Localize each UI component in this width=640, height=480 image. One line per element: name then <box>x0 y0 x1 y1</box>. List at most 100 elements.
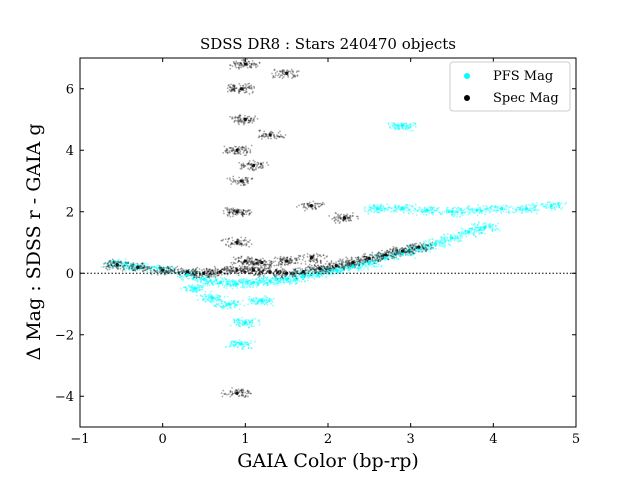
cloud-dot <box>205 280 208 283</box>
cloud-dot <box>255 66 257 69</box>
cloud-dot <box>240 322 243 325</box>
cloud-dot <box>248 321 251 323</box>
cloud-dot <box>395 127 398 130</box>
cloud-dot <box>232 343 234 346</box>
cloud-dot <box>241 324 244 326</box>
cloud-dot <box>246 267 249 270</box>
cloud-dot <box>331 270 334 273</box>
plot-area <box>80 58 576 427</box>
cloud-dot <box>220 392 223 395</box>
cloud-dot <box>278 73 280 75</box>
cloud-dot <box>247 347 250 349</box>
cloud-dot <box>331 218 334 220</box>
cloud-dot <box>240 244 243 247</box>
cloud-dot <box>340 268 343 271</box>
cloud-dot <box>245 90 248 92</box>
cloud-dot <box>393 122 396 125</box>
cloud-dot <box>219 276 222 279</box>
cloud-dot <box>225 244 228 246</box>
cloud-dot <box>198 268 201 271</box>
cloud-dot <box>353 266 356 269</box>
cloud-dot <box>254 273 257 276</box>
cloud-dot <box>111 261 114 264</box>
cloud-dot <box>105 267 107 270</box>
cloud-dot <box>375 262 377 265</box>
cloud-dot <box>288 281 291 283</box>
cloud-dot <box>209 297 211 300</box>
cloud-dot <box>266 296 269 299</box>
cloud-dot <box>183 286 185 289</box>
cloud-dot <box>295 277 298 280</box>
cloud-dot <box>483 208 486 211</box>
cloud-dot <box>386 209 388 211</box>
cloud-dot <box>397 206 400 209</box>
cloud-dot <box>192 286 195 289</box>
cloud-dot <box>424 244 427 247</box>
cloud-dot <box>364 206 367 208</box>
cloud-dot <box>145 268 147 270</box>
cloud-dot <box>219 295 222 298</box>
cloud-dot <box>186 288 189 291</box>
cloud-dot <box>223 306 225 309</box>
cloud-dot <box>428 245 431 248</box>
cloud-dot <box>265 278 268 281</box>
cloud-dot <box>169 270 172 273</box>
cloud-dot <box>531 202 534 205</box>
cloud-dot <box>406 244 409 247</box>
cloud-dot <box>251 59 254 62</box>
cloud-dot <box>290 278 293 280</box>
cloud-dot <box>212 305 215 307</box>
cloud-dot <box>303 254 306 256</box>
cloud-dot <box>263 298 266 301</box>
cloud-dot <box>430 212 433 215</box>
cloud-dot <box>430 244 433 247</box>
cloud-dot <box>113 264 116 267</box>
cloud-dot <box>491 224 494 226</box>
cloud-dot <box>459 215 461 218</box>
cloud-dot <box>428 238 431 241</box>
cloud-dot <box>406 204 409 206</box>
cloud-dot <box>364 258 367 261</box>
cloud-dot <box>250 298 253 301</box>
cloud-dot <box>304 280 307 283</box>
cloud-dot <box>489 210 492 213</box>
cloud-dot <box>228 211 231 214</box>
cloud-dot <box>220 306 223 309</box>
cloud-dot <box>289 70 292 73</box>
cloud-dot <box>448 243 451 246</box>
cloud-dot <box>467 213 469 216</box>
cloud-dot <box>289 279 292 282</box>
cloud-dot <box>273 264 276 267</box>
cloud-dot <box>156 268 159 271</box>
cloud-dot <box>378 211 381 214</box>
cloud-dot <box>263 272 266 275</box>
cloud-dot <box>170 270 172 273</box>
cloud-dot <box>272 76 274 79</box>
cloud-dot <box>233 319 236 322</box>
cloud-dot <box>438 244 441 247</box>
cloud-dot <box>481 210 484 213</box>
cloud-dot <box>246 179 249 181</box>
cloud-dot <box>235 341 238 343</box>
cloud-dot <box>439 242 441 245</box>
cloud-dot <box>229 390 232 393</box>
cloud-dot <box>276 70 279 73</box>
cloud-dot <box>341 262 344 264</box>
cloud-dot <box>232 302 235 305</box>
cloud-dot <box>375 265 378 268</box>
cloud-dot <box>302 256 305 259</box>
cloud-dot <box>170 265 173 268</box>
cloud-dot <box>233 345 236 348</box>
cloud-dot <box>239 281 242 284</box>
cloud-dot <box>410 249 413 252</box>
cloud-dot <box>221 302 223 305</box>
cloud-dot <box>454 235 457 238</box>
cloud-dot <box>244 145 247 148</box>
cloud-dot <box>234 302 237 305</box>
cloud-dot <box>192 290 194 293</box>
cloud-dot <box>232 300 235 303</box>
cloud-dot <box>202 284 205 287</box>
cloud-dot <box>457 236 460 239</box>
cloud-dot <box>195 276 198 279</box>
cloud-dot <box>232 177 235 180</box>
